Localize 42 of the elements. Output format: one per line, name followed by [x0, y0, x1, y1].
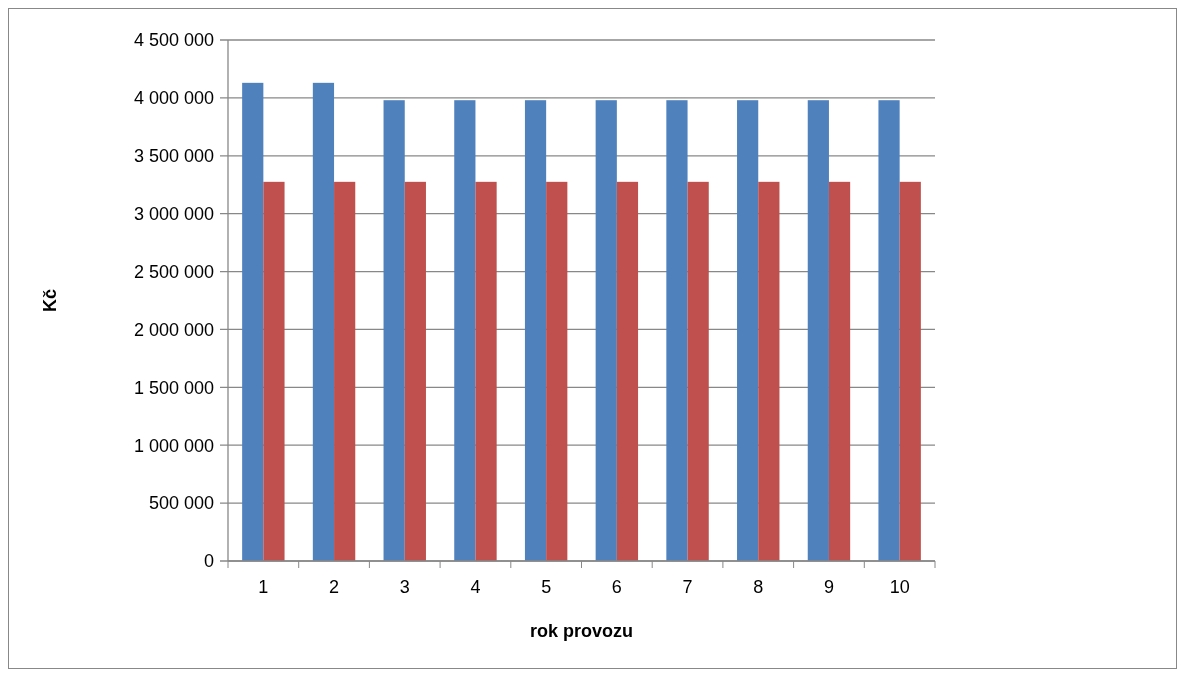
x-tick-label: 5: [541, 577, 552, 597]
x-axis-title: rok provozu: [529, 621, 634, 641]
bar: [737, 100, 759, 561]
y-tick-label: 2 500 000: [133, 261, 214, 282]
bar: [524, 100, 547, 561]
y-tick-label: 3 500 000: [133, 146, 214, 167]
y-tick-label: 2 000 000: [133, 319, 214, 340]
x-tick-label: 1: [258, 577, 269, 597]
x-tick-label: 9: [823, 577, 834, 597]
bar: [878, 100, 900, 561]
bar: [899, 181, 921, 561]
bar: [334, 181, 356, 561]
y-tick-label: 500 000: [148, 493, 214, 514]
bar: [242, 82, 264, 561]
x-tick-label: 4: [470, 577, 481, 597]
bar: [475, 181, 497, 561]
y-tick-label: 1 000 000: [133, 435, 214, 456]
bar: [828, 181, 851, 561]
x-tick-label: 6: [611, 577, 622, 597]
y-tick-label: 4 000 000: [133, 88, 214, 109]
x-tick-label: 8: [753, 577, 764, 597]
bar: [454, 100, 476, 561]
x-tick-label: 3: [399, 577, 410, 597]
x-tick-label: 7: [682, 577, 693, 597]
bar: [312, 82, 335, 561]
x-tick-label: 2: [329, 577, 340, 597]
x-tick-label: 10: [889, 577, 910, 597]
bar: [595, 100, 617, 561]
bar: [807, 100, 829, 561]
bar: [404, 181, 426, 561]
y-tick-label: 4 500 000: [133, 30, 214, 51]
y-axis-title: Kč: [40, 288, 60, 313]
bar: [687, 181, 709, 561]
bar: [758, 181, 780, 561]
y-tick-label: 3 000 000: [133, 203, 214, 224]
bar: [383, 100, 405, 561]
y-tick-label: 1 500 000: [133, 377, 214, 398]
y-tick-label: 0: [203, 551, 214, 572]
bar: [616, 181, 639, 561]
bar: [546, 181, 568, 561]
bar: [666, 100, 688, 561]
bar: [263, 181, 285, 561]
